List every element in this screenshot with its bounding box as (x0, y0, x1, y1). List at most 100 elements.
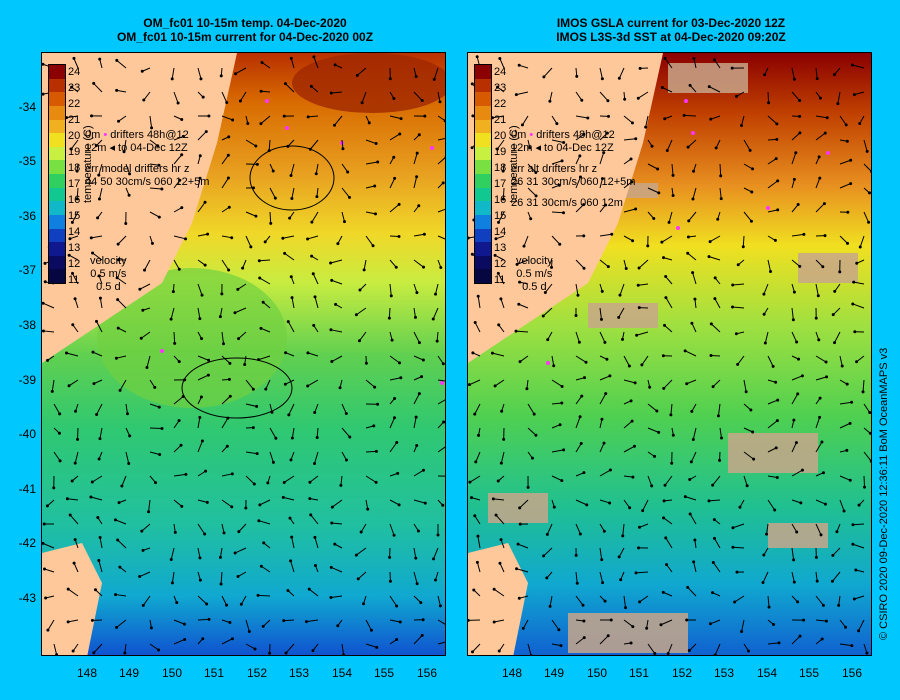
current-vector-head (180, 504, 184, 508)
current-vector (638, 91, 649, 99)
lon-label: 151 (203, 666, 225, 680)
current-vector-head (338, 386, 342, 390)
current-vector-head (635, 333, 639, 337)
current-vector (837, 91, 841, 104)
current-vector (575, 523, 581, 535)
current-vector-head (289, 458, 293, 462)
current-vector-head (577, 340, 581, 344)
current-vector-head (609, 618, 613, 622)
current-vector (515, 330, 529, 333)
current-vector-head (833, 289, 837, 293)
current-vector-head (661, 590, 665, 594)
current-vector-head (516, 542, 520, 546)
current-vector-head (731, 283, 735, 287)
current-vector (197, 131, 207, 141)
current-vector (149, 451, 160, 455)
current-vector (143, 91, 151, 101)
current-vector-head (46, 628, 50, 632)
current-vector-head (259, 564, 263, 568)
current-vector (863, 139, 868, 152)
current-vector (197, 307, 201, 319)
current-vector-head (153, 385, 157, 389)
current-vector-head (393, 397, 397, 401)
current-vector-head (246, 122, 250, 126)
current-vector (330, 329, 343, 333)
current-vector-head (693, 297, 697, 301)
current-vector (268, 139, 271, 151)
current-vector (599, 499, 610, 504)
current-vector-head (157, 163, 161, 167)
current-vector-head (521, 626, 525, 630)
current-vector (309, 475, 319, 483)
current-vector (365, 211, 376, 215)
current-vector-head (369, 628, 373, 632)
current-vector (149, 427, 163, 430)
current-vector-head (798, 634, 802, 638)
current-vector-head (268, 651, 272, 655)
current-vector (516, 259, 529, 265)
current-vector (743, 427, 753, 433)
current-vector (311, 211, 319, 223)
current-vector-head (309, 84, 313, 88)
current-vector-head (529, 654, 533, 655)
colorbar-tick: 12 (68, 258, 81, 270)
current-vector-head (491, 497, 495, 501)
current-vector (469, 475, 481, 483)
current-vector-head (203, 532, 207, 536)
current-vector-head (578, 532, 582, 536)
current-vector-head (624, 267, 628, 271)
current-vector (641, 355, 649, 366)
current-vector (477, 296, 481, 309)
current-vector (197, 178, 201, 189)
current-vector-head (497, 649, 501, 653)
current-vector-head (617, 76, 621, 80)
mainland-land (468, 53, 663, 363)
current-vector (68, 619, 79, 623)
current-vector-head (330, 278, 334, 282)
current-vector-head (636, 96, 640, 100)
colorbar-tick: 14 (68, 226, 81, 238)
current-vector-head (138, 287, 142, 291)
current-vector-head (200, 293, 204, 297)
current-vector-head (532, 412, 536, 416)
current-vector-head (306, 351, 310, 355)
velocity-legend: velocity 0.5 m/s 0.5 d (516, 255, 553, 294)
current-vector (551, 449, 564, 453)
current-vector (575, 637, 585, 645)
current-vector (767, 447, 777, 453)
current-vector-head (239, 602, 243, 606)
current-vector (668, 211, 673, 223)
current-vector-head (141, 308, 145, 312)
current-vector-head (355, 73, 359, 77)
current-vector-head (719, 197, 723, 201)
current-vector (123, 139, 127, 152)
current-vector (791, 571, 795, 583)
current-vector (314, 296, 319, 309)
current-vector (121, 475, 127, 487)
current-vector-head (775, 475, 779, 479)
current-vector (519, 595, 529, 599)
current-vector-head (636, 283, 640, 287)
current-vector-head (687, 649, 691, 653)
current-vector-head (630, 419, 634, 423)
current-vector-head (247, 629, 251, 633)
lon-label: 153 (288, 666, 310, 680)
current-vector (743, 379, 747, 392)
current-vector (365, 450, 377, 453)
current-vector-head (734, 332, 738, 336)
current-vector (741, 115, 745, 126)
current-vector-head (640, 363, 644, 367)
current-vector-head (184, 472, 188, 476)
current-vector (221, 395, 231, 405)
current-vector-head (498, 56, 502, 60)
current-vector-head (660, 240, 664, 244)
current-vector-head (362, 602, 366, 606)
current-vector (767, 595, 770, 608)
current-vector (197, 499, 208, 503)
current-vector-head (259, 89, 263, 93)
current-vector (661, 235, 673, 243)
current-vector-head (709, 322, 713, 326)
current-vector-head (415, 151, 419, 155)
current-vector-head (199, 77, 203, 81)
current-vector-head (664, 275, 668, 279)
